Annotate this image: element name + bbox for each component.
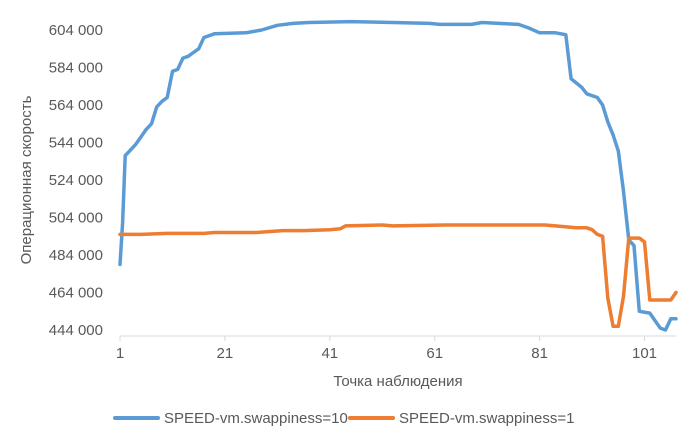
x-tick-label: 101 (632, 345, 657, 362)
legend: SPEED-vm.swappiness=10 SPEED-vm.swappine… (113, 410, 575, 427)
x-tick-label: 61 (426, 345, 443, 362)
x-axis-title: Точка наблюдения (333, 373, 462, 390)
series-lines (118, 19, 678, 332)
legend-label-swappiness-10: SPEED-vm.swappiness=10 (164, 410, 348, 427)
y-tick-label: 564 000 (49, 97, 103, 114)
x-tick-label: 81 (531, 345, 548, 362)
y-tick-label: 484 000 (49, 247, 103, 264)
x-tick-label: 21 (217, 345, 234, 362)
x-tick-label: 1 (116, 345, 124, 362)
y-tick-label: 544 000 (49, 135, 103, 152)
y-tick-label: 524 000 (49, 172, 103, 189)
y-tick-label: 444 000 (49, 322, 103, 339)
series-line-swappiness-1 (118, 223, 678, 329)
legend-label-swappiness-1: SPEED-vm.swappiness=1 (399, 410, 575, 427)
y-axis-title: Операционная скорость (18, 95, 35, 264)
series-line-swappiness-10 (118, 19, 678, 332)
y-axis-ticks: 444 000 464 000 484 000 504 000 524 000 544 0… (49, 22, 103, 339)
y-tick-label: 584 000 (49, 60, 103, 77)
y-tick-label: 604 000 (49, 22, 103, 39)
x-axis-ticks: 1 21 41 61 81 101 (116, 336, 657, 362)
y-tick-label: 464 000 (49, 285, 103, 302)
x-tick-label: 41 (321, 345, 338, 362)
y-tick-label: 504 000 (49, 210, 103, 227)
